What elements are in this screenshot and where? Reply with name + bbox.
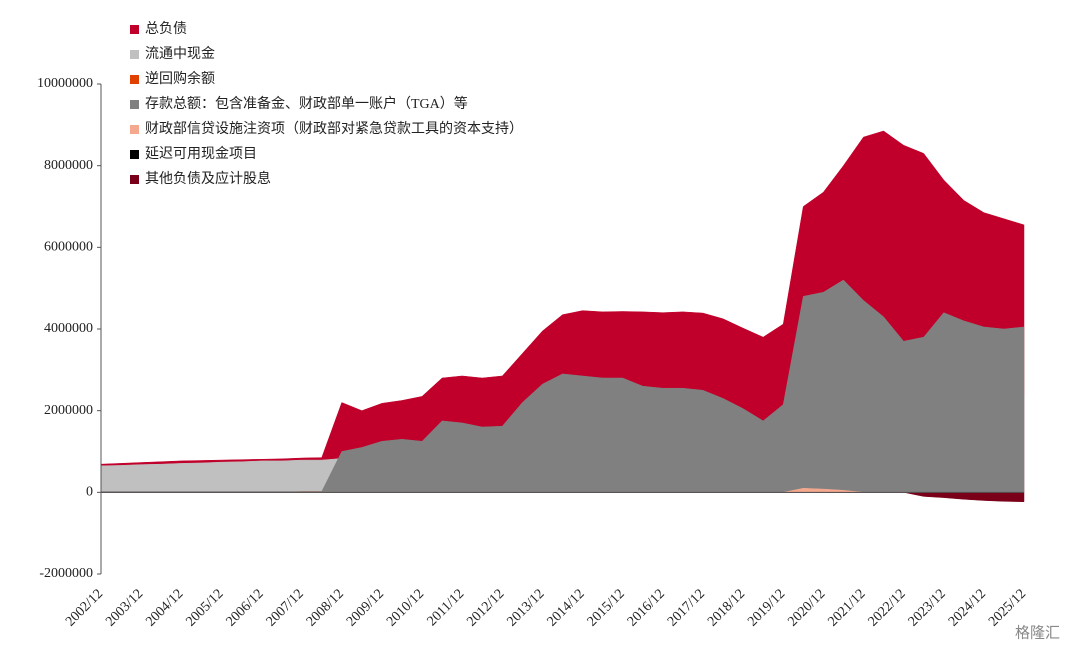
- y-tick-label: -2000000: [39, 566, 93, 581]
- y-tick-label: 2000000: [44, 403, 93, 418]
- legend-label: 逆回购余额: [145, 70, 215, 87]
- legend-label: 财政部信贷设施注资项（财政部对紧急贷款工具的资本支持）: [145, 121, 523, 137]
- x-tick-label: 2018/12: [705, 586, 748, 629]
- legend-swatch: [130, 50, 139, 59]
- x-tick-label: 2009/12: [344, 586, 387, 629]
- y-tick-label: 4000000: [44, 321, 93, 336]
- legend-label: 总负债: [145, 21, 187, 37]
- x-tick-label: 2007/12: [264, 586, 307, 629]
- x-tick-label: 2023/12: [906, 586, 949, 629]
- x-tick-label: 2020/12: [785, 586, 828, 629]
- area: [100, 492, 1025, 502]
- legend-swatch: [130, 150, 139, 159]
- legend-label: 其他负债及应计股息: [145, 170, 271, 187]
- x-tick-label: 2014/12: [545, 586, 588, 629]
- legend-label: 延迟可用现金项目: [145, 146, 257, 162]
- y-tick-label: 0: [86, 485, 93, 500]
- x-tick-label: 2012/12: [464, 586, 507, 629]
- x-tick-label: 2008/12: [304, 586, 347, 629]
- y-tick-label: 6000000: [44, 240, 93, 255]
- legend-swatch: [130, 75, 139, 84]
- x-tick-label: 2004/12: [143, 586, 186, 629]
- x-tick-label: 2017/12: [665, 586, 708, 629]
- area: [100, 279, 1025, 493]
- x-tick-label: 2002/12: [63, 586, 106, 629]
- x-tick-label: 2006/12: [224, 586, 267, 629]
- x-tick-label: 2022/12: [866, 586, 909, 629]
- x-tick-label: 2021/12: [826, 586, 869, 629]
- legend-label: 流通中现金: [145, 46, 215, 62]
- legend-swatch: [130, 175, 139, 184]
- x-tick-label: 2016/12: [625, 586, 668, 629]
- legend-label: 存款总额：包含准备金、财政部单一账户（TGA）等: [145, 95, 468, 112]
- y-tick-label: 10000000: [37, 76, 93, 91]
- y-tick-label: 8000000: [44, 158, 93, 173]
- x-tick-label: 2011/12: [425, 586, 468, 629]
- x-tick-label: 2010/12: [384, 586, 427, 629]
- x-tick-label: 2013/12: [504, 586, 547, 629]
- x-tick-label: 2019/12: [745, 586, 788, 629]
- x-tick-label: 2024/12: [946, 586, 989, 629]
- legend-swatch: [130, 125, 139, 134]
- legend-swatch: [130, 100, 139, 109]
- x-tick-label: 2025/12: [986, 586, 1029, 629]
- watermark: 格隆汇: [1015, 624, 1060, 641]
- legend-swatch: [130, 25, 139, 34]
- x-tick-label: 2005/12: [183, 586, 226, 629]
- x-tick-label: 2003/12: [103, 586, 146, 629]
- x-tick-label: 2015/12: [585, 586, 628, 629]
